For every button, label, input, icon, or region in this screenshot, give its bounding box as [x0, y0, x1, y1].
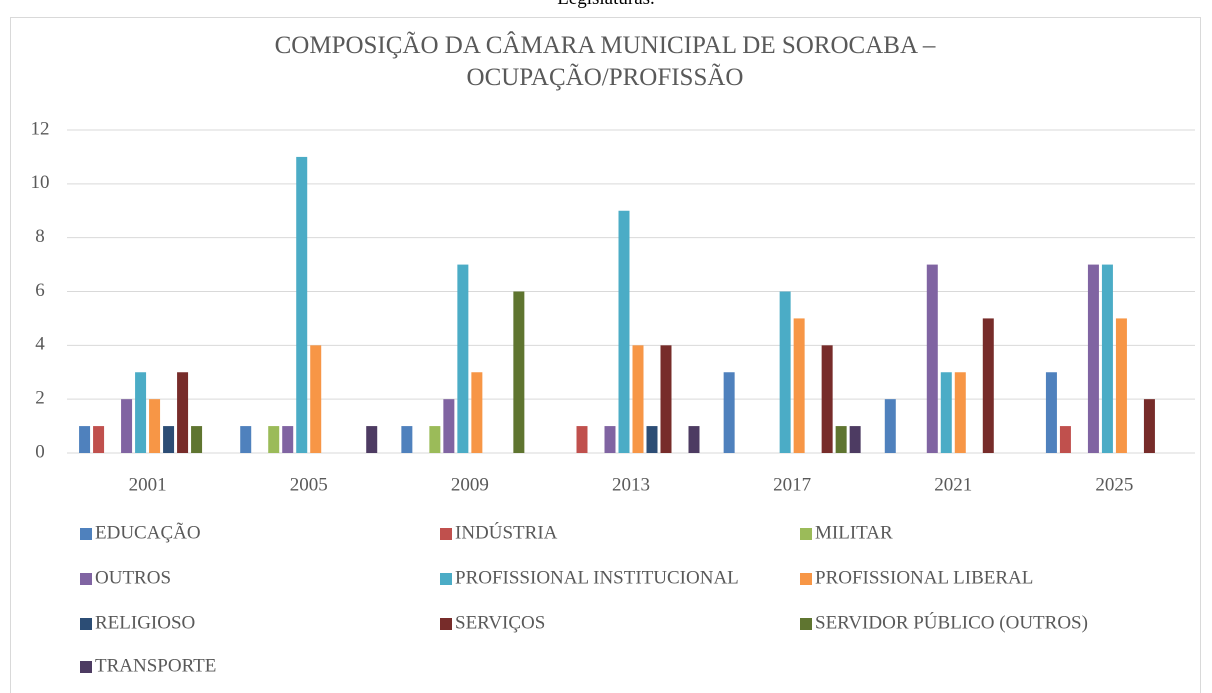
legend-swatch: [80, 661, 92, 673]
y-tick-label: 0: [35, 441, 45, 462]
bar: [884, 399, 896, 453]
y-tick-label: 2: [35, 388, 45, 409]
bar: [121, 399, 133, 453]
legend-label: TRANSPORTE: [95, 655, 216, 676]
legend-swatch: [80, 618, 92, 630]
y-tick-label: 10: [31, 172, 50, 193]
bar: [366, 426, 378, 453]
legend-label: EDUCAÇÃO: [95, 521, 201, 543]
bar: [779, 291, 791, 453]
bar: [660, 345, 672, 453]
legend-label: INDÚSTRIA: [455, 521, 558, 543]
bar: [513, 291, 525, 453]
legend-label: PROFISSIONAL INSTITUCIONAL: [455, 567, 739, 588]
bar: [282, 426, 294, 453]
caption: Legislaturas.: [0, 0, 1212, 10]
legend-swatch: [800, 528, 812, 540]
bar: [1101, 264, 1113, 453]
legend-label: OUTROS: [95, 567, 171, 588]
bar: [191, 426, 203, 453]
bar: [149, 399, 161, 453]
bar: [429, 426, 441, 453]
x-tick-label: 2005: [290, 474, 328, 495]
bar: [296, 156, 308, 453]
chart-title: COMPOSIÇÃO DA CÂMARA MUNICIPAL DE SOROCA…: [274, 32, 936, 91]
bar: [688, 426, 700, 453]
x-tick-label: 2025: [1095, 474, 1133, 495]
bar: [135, 372, 147, 453]
x-tick-label: 2017: [773, 474, 811, 495]
x-tick-label: 2013: [612, 474, 650, 495]
bar: [1059, 426, 1071, 453]
bar: [793, 318, 805, 453]
legend-swatch: [80, 573, 92, 585]
y-tick-label: 6: [35, 280, 45, 301]
legend-label: MILITAR: [815, 522, 893, 543]
bar: [1143, 399, 1155, 453]
bar: [471, 372, 483, 453]
legend-swatch: [80, 528, 92, 540]
bar: [604, 426, 616, 453]
bar: [163, 426, 175, 453]
bar: [177, 372, 189, 453]
bar: [632, 345, 644, 453]
legend-swatch: [800, 573, 812, 585]
bar: [618, 210, 630, 453]
bar: [1045, 372, 1057, 453]
bar: [268, 426, 280, 453]
bar: [982, 318, 994, 453]
legend-swatch: [800, 618, 812, 630]
bar: [443, 399, 455, 453]
bar: [646, 426, 658, 453]
bar: [240, 426, 252, 453]
bar: [954, 372, 966, 453]
legend-swatch: [440, 618, 452, 630]
bar: [723, 372, 735, 453]
y-tick-label: 8: [35, 226, 45, 247]
bar: [1087, 264, 1099, 453]
legend-swatch: [440, 573, 452, 585]
bar: [1115, 318, 1127, 453]
bar: [93, 426, 105, 453]
bar: [457, 264, 469, 453]
bar: [835, 426, 847, 453]
legend-label: PROFISSIONAL LIBERAL: [815, 567, 1033, 588]
bar: [576, 426, 588, 453]
legend-swatch: [440, 528, 452, 540]
bar: [821, 345, 833, 453]
bar: [926, 264, 938, 453]
bar: [310, 345, 322, 453]
y-tick-label: 12: [31, 118, 50, 139]
x-tick-label: 2009: [451, 474, 489, 495]
bar: [401, 426, 413, 453]
legend-label: SERVIÇOS: [455, 612, 545, 633]
x-tick-label: 2001: [129, 474, 167, 495]
bar: [79, 426, 91, 453]
legend-label: RELIGIOSO: [95, 612, 195, 633]
bar: [849, 426, 861, 453]
chart-frame: [10, 17, 1201, 693]
y-tick-label: 4: [35, 334, 45, 355]
x-tick-label: 2021: [934, 474, 972, 495]
bar: [940, 372, 952, 453]
legend-label: SERVIDOR PÚBLICO (OUTROS): [815, 611, 1088, 633]
